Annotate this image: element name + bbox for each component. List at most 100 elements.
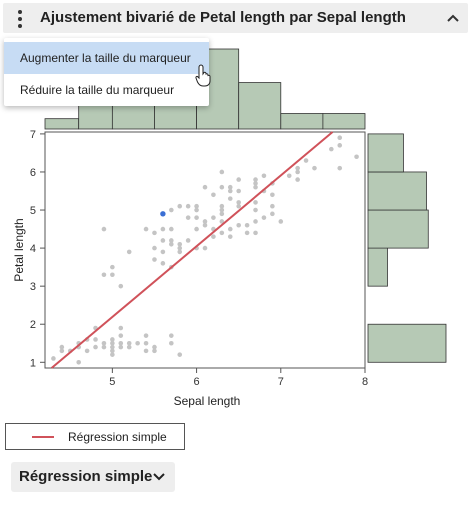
data-point: [211, 215, 216, 220]
data-point: [101, 272, 107, 278]
report-title: Ajustement bivarié de Petal length par S…: [40, 9, 406, 26]
data-point: [337, 135, 343, 141]
data-point: [337, 165, 343, 171]
data-point: [118, 333, 124, 338]
legend-label: Régression simple: [68, 430, 167, 444]
data-point: [152, 348, 157, 354]
regression-dropdown-button[interactable]: Régression simple: [11, 462, 175, 492]
data-point: [219, 230, 225, 236]
data-point: [110, 264, 115, 270]
data-point: [227, 188, 233, 194]
y-tick-label: 1: [30, 357, 36, 369]
data-point: [337, 143, 343, 148]
data-point: [110, 272, 115, 278]
data-point: [118, 340, 124, 346]
data-point: [110, 352, 115, 357]
data-point: [160, 238, 166, 243]
data-point: [211, 192, 216, 198]
data-point: [177, 203, 183, 209]
x-tick-label: 6: [194, 376, 200, 388]
marker-size-menu: Augmenter la taille du marqueur Réduire …: [4, 38, 209, 106]
data-point: [253, 200, 258, 205]
data-point: [177, 245, 183, 251]
data-point: [253, 177, 258, 182]
data-point: [202, 222, 208, 228]
y-tick-label: 2: [30, 319, 36, 331]
data-point: [261, 173, 267, 179]
data-point: [118, 283, 124, 289]
data-point: [110, 340, 115, 346]
data-point: [126, 344, 132, 350]
chevron-down-icon: [153, 473, 165, 481]
data-point: [286, 173, 292, 179]
data-point: [329, 146, 334, 152]
data-point: [169, 207, 174, 213]
right-hist-bar: [367, 323, 447, 363]
data-point: [244, 222, 250, 228]
data-point: [143, 226, 149, 232]
data-point: [270, 192, 275, 198]
data-point: [253, 184, 258, 190]
data-point: [227, 226, 233, 232]
data-point: [261, 215, 267, 220]
data-point: [152, 344, 157, 350]
data-point: [295, 169, 300, 175]
y-tick-label: 6: [30, 167, 36, 179]
x-tick-label: 7: [278, 376, 284, 388]
data-point: [135, 340, 140, 346]
x-axis-ticks: 5 6 7 8: [109, 368, 368, 388]
y-tick-label: 3: [30, 281, 36, 293]
data-point: [177, 241, 183, 247]
data-point: [295, 165, 300, 171]
bivariate-plot: 5 6 7 8 1 2 3 4 5 6 7 Sepal length Petal length: [12, 48, 447, 408]
data-point: [143, 333, 149, 338]
data-point: [84, 348, 90, 354]
top-hist-bar: [322, 113, 366, 130]
data-point: [93, 344, 98, 350]
increase-marker-size-item[interactable]: Augmenter la taille du marqueur: [4, 42, 209, 74]
data-point: [227, 184, 233, 190]
y-tick-label: 7: [30, 129, 36, 141]
data-point: [236, 203, 241, 209]
data-point: [185, 238, 191, 243]
data-point: [312, 165, 317, 171]
y-tick-label: 4: [30, 243, 36, 255]
top-hist-bar: [44, 118, 80, 130]
report-header: Ajustement bivarié de Petal length par S…: [3, 3, 468, 33]
x-tick-label: 8: [362, 376, 368, 388]
data-point: [110, 348, 115, 354]
right-hist-bar: [367, 133, 404, 173]
data-point: [227, 196, 233, 201]
data-point: [211, 234, 216, 239]
y-axis-label: Petal length: [12, 218, 26, 281]
data-point: [169, 241, 174, 247]
data-point: [303, 158, 309, 163]
chevron-up-icon[interactable]: [442, 7, 464, 29]
x-tick-label: 5: [109, 376, 115, 388]
data-point: [126, 249, 132, 255]
data-point: [194, 207, 199, 213]
data-point: [51, 356, 56, 361]
data-point: [160, 226, 166, 232]
regression-dropdown-label: Régression simple: [19, 468, 153, 485]
data-point: [169, 238, 174, 243]
data-point: [76, 359, 81, 365]
data-point: [295, 177, 300, 182]
data-point: [160, 249, 166, 255]
data-point: [59, 348, 65, 354]
right-hist-bar: [367, 171, 427, 211]
data-point: [93, 337, 98, 342]
data-point: [219, 203, 225, 209]
data-point: [110, 344, 115, 350]
data-point: [253, 181, 258, 186]
regression-line: [50, 131, 334, 369]
decrease-marker-size-item[interactable]: Réduire la taille du marqueur: [20, 83, 175, 97]
more-options-icon[interactable]: [9, 8, 31, 30]
data-point: [253, 230, 258, 236]
data-point: [202, 219, 208, 224]
legend-swatch: [32, 436, 54, 438]
data-point: [143, 348, 149, 354]
data-point: [244, 230, 250, 236]
data-point: [152, 257, 157, 262]
data-point: [236, 188, 241, 194]
